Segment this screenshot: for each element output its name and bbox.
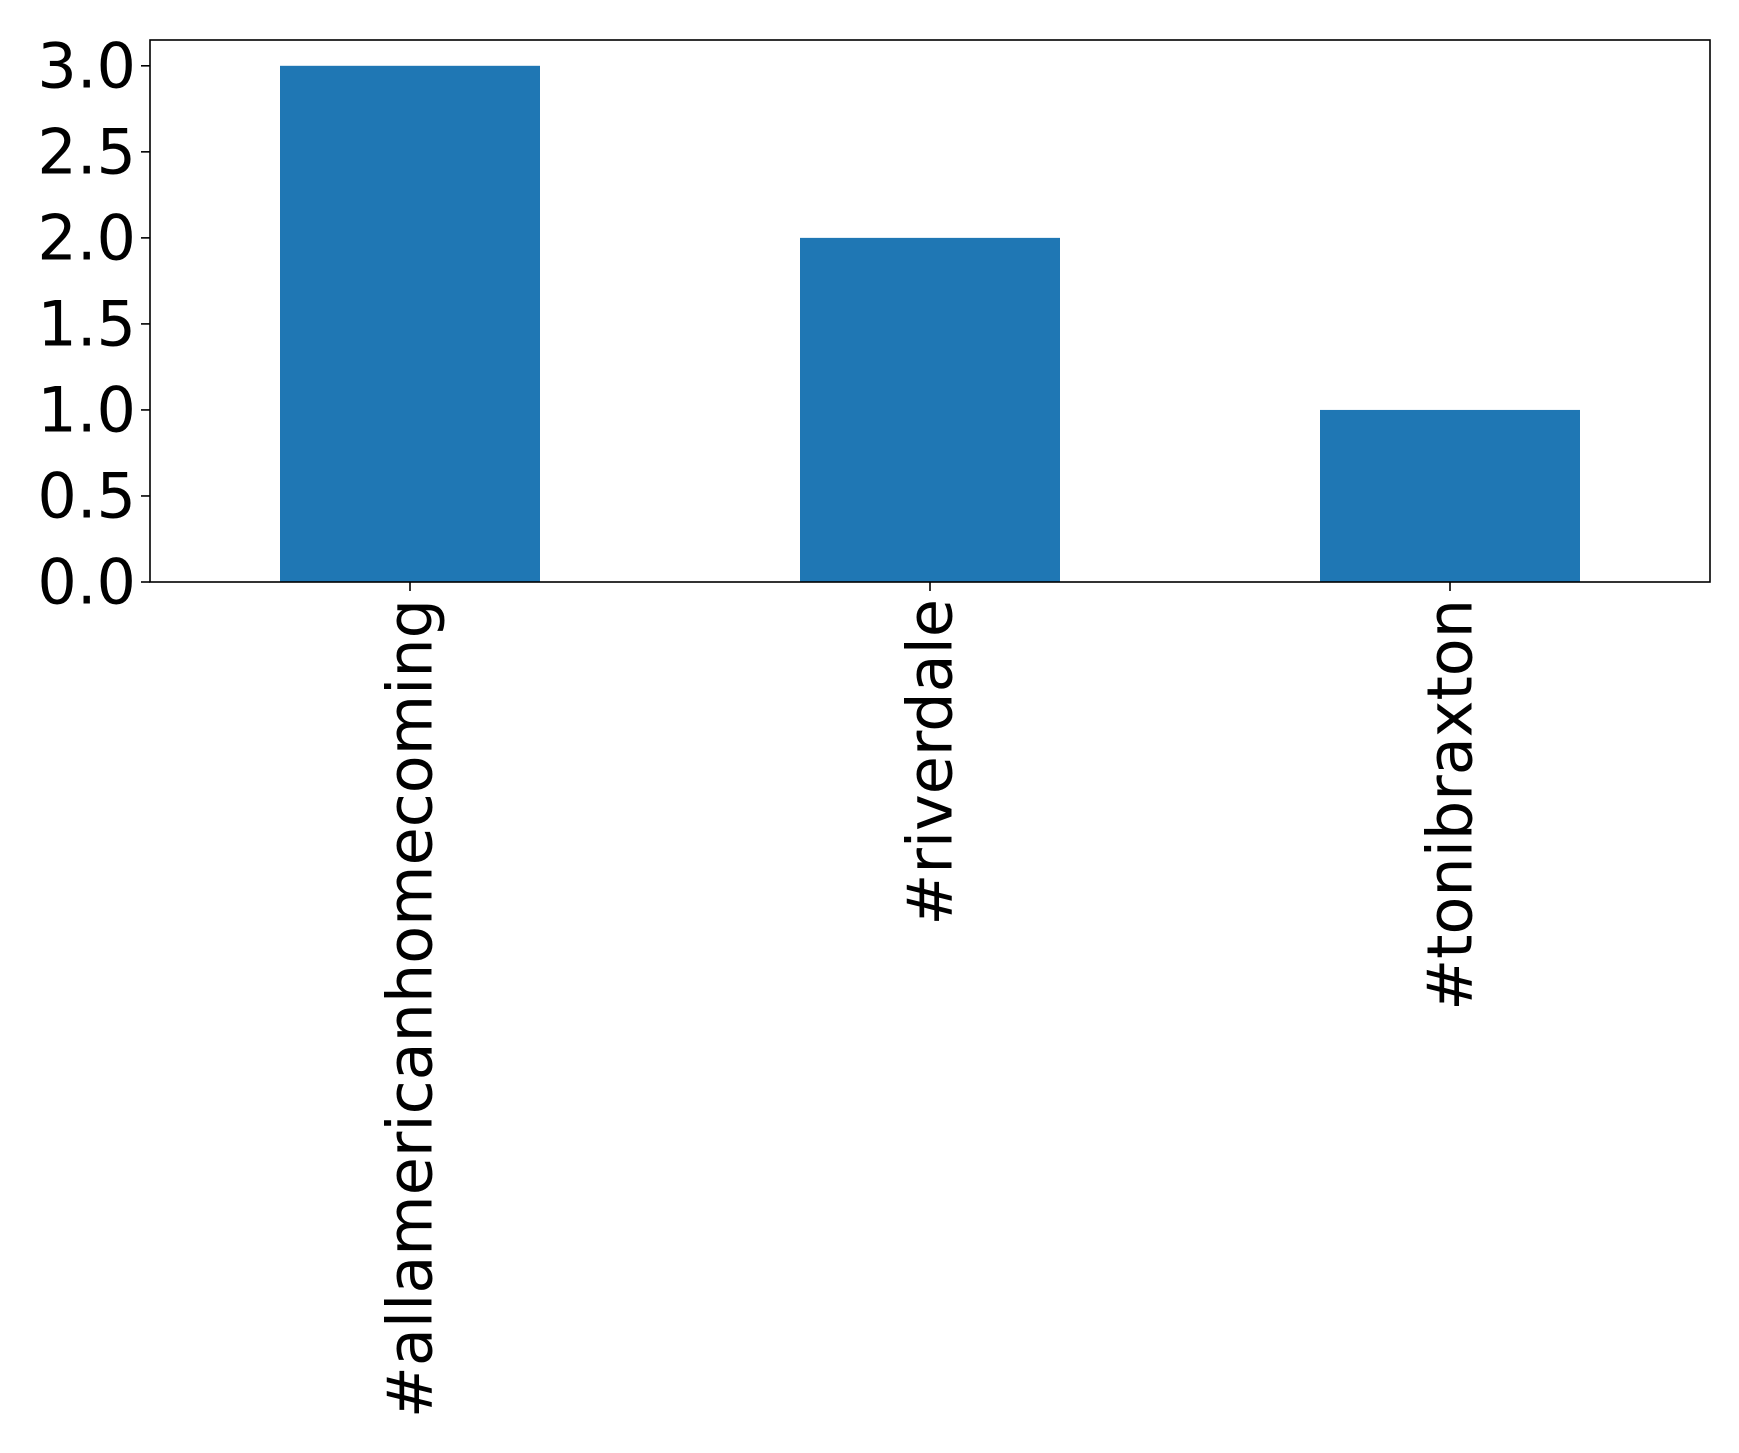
bar-2: [1320, 409, 1580, 582]
x-axis: #allamericanhomecoming #riverdale #tonibra…: [374, 582, 1487, 1418]
y-tick-label-6: 3.0: [37, 29, 136, 102]
bars-group: [280, 65, 1580, 583]
y-tick-label-3: 1.5: [37, 287, 136, 360]
y-tick-label-4: 2.0: [37, 201, 136, 274]
y-axis: 0.0 0.5 1.0 1.5 2.0 2.5 3.0: [37, 29, 150, 619]
bar-0: [280, 65, 540, 583]
y-tick-label-5: 2.5: [37, 115, 136, 188]
plot-frame: [149, 39, 1711, 583]
y-tick-label-0: 0.0: [37, 546, 136, 619]
y-tick-label-2: 1.0: [37, 373, 136, 446]
x-tick-label-1: #riverdale: [894, 599, 967, 926]
x-tick-label-2: #tonibraxton: [1414, 599, 1487, 1011]
bar-1: [800, 237, 1060, 582]
x-tick-label-0: #allamericanhomecoming: [374, 599, 447, 1418]
y-tick-label-1: 0.5: [37, 459, 136, 532]
